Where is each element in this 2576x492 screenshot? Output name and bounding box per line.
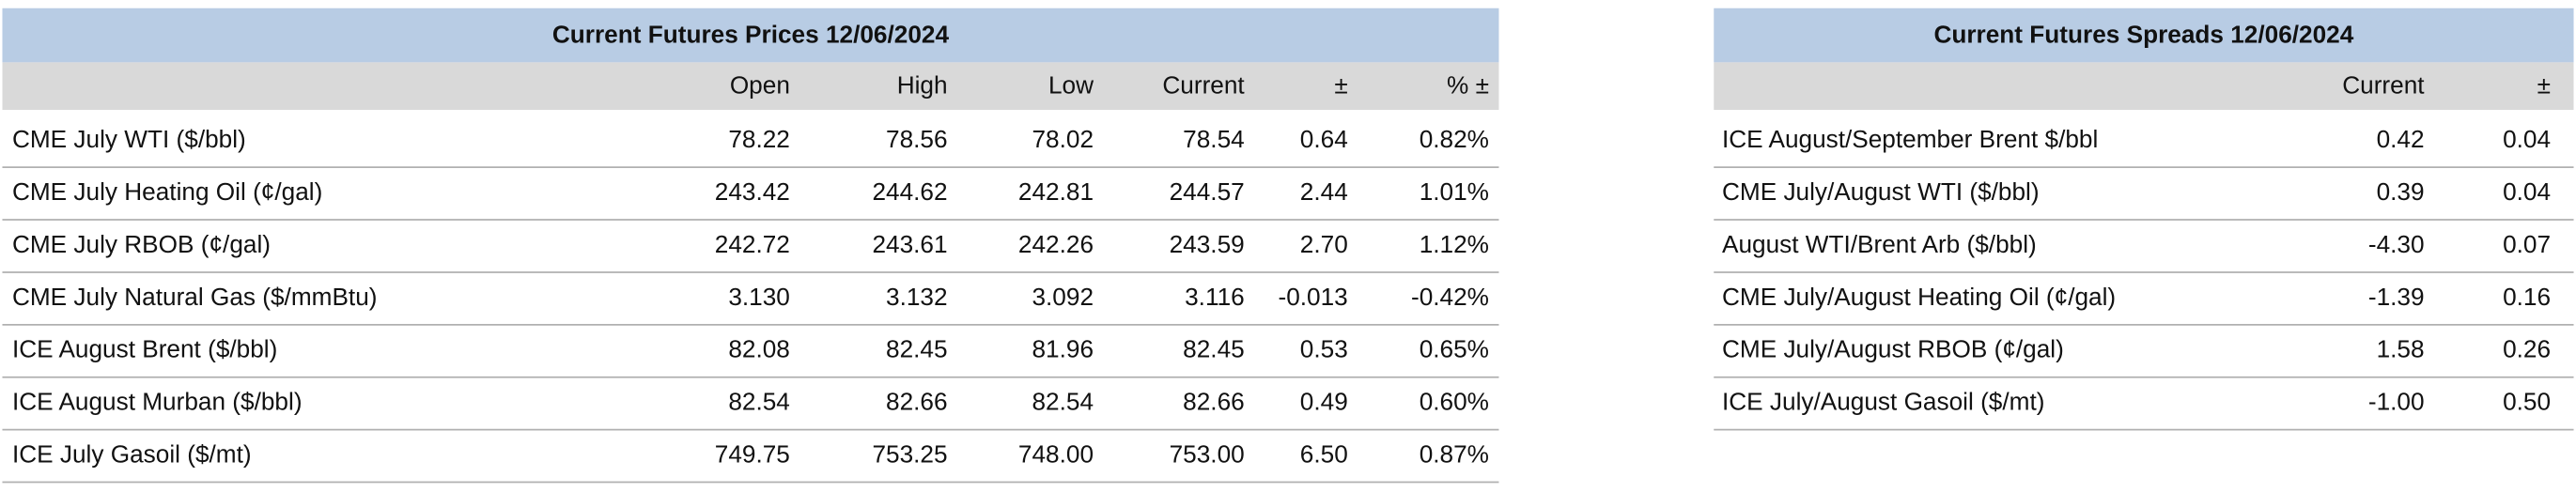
cell-value: 0.64 — [1300, 125, 1348, 153]
cell-value: 82.45 — [886, 335, 948, 363]
cell-value: 82.45 — [1183, 335, 1245, 363]
cell-value: 78.56 — [886, 125, 948, 153]
cell-value: 2.70 — [1300, 230, 1348, 258]
cell-value: 82.54 — [1032, 388, 1094, 416]
row-label: ICE August Murban ($/bbl) — [12, 388, 303, 416]
cell-value: 753.25 — [872, 439, 947, 468]
cell-value: 81.96 — [1032, 335, 1094, 363]
cell-value: 1.58 — [2377, 335, 2425, 363]
row-label: ICE July Gasoil ($/mt) — [12, 439, 252, 468]
column-header: ± — [1334, 70, 1347, 99]
cell-value: 0.39 — [2377, 177, 2425, 206]
cell-value: 0.49 — [1300, 388, 1348, 416]
cell-value: 3.132 — [886, 283, 948, 311]
prices-header-bar — [2, 62, 1499, 111]
cell-value: 749.75 — [715, 439, 790, 468]
cell-value: 0.04 — [2503, 125, 2551, 153]
column-header: Low — [1048, 70, 1094, 99]
cell-value: 0.60% — [1420, 388, 1489, 416]
spreads-title: Current Futures Spreads 12/06/2024 — [1933, 20, 2353, 48]
cell-value: 82.54 — [728, 388, 790, 416]
cell-value: 242.72 — [715, 230, 790, 258]
cell-value: 0.16 — [2503, 283, 2551, 311]
cell-value: 1.01% — [1420, 177, 1489, 206]
row-label: CME July Heating Oil (¢/gal) — [12, 177, 322, 206]
cell-value: 3.092 — [1032, 283, 1094, 311]
cell-value: 0.04 — [2503, 177, 2551, 206]
cell-value: 2.44 — [1300, 177, 1348, 206]
cell-value: 242.81 — [1018, 177, 1094, 206]
cell-value: 6.50 — [1300, 439, 1348, 468]
prices-title: Current Futures Prices 12/06/2024 — [552, 20, 950, 48]
cell-value: 1.12% — [1420, 230, 1489, 258]
row-label: CME July WTI ($/bbl) — [12, 125, 246, 153]
cell-value: 78.54 — [1183, 125, 1245, 153]
cell-value: -4.30 — [2368, 230, 2425, 258]
cell-value: 753.00 — [1170, 439, 1245, 468]
row-label: ICE August/September Brent $/bbl — [1722, 125, 2098, 153]
cell-value: 0.07 — [2503, 230, 2551, 258]
cell-value: 0.53 — [1300, 335, 1348, 363]
column-header: Current — [2342, 70, 2425, 99]
cell-value: -0.42% — [1411, 283, 1489, 311]
cell-value: 82.08 — [728, 335, 790, 363]
spreads-title-bar — [1714, 8, 2574, 63]
column-header: % ± — [1447, 70, 1489, 99]
cell-value: 0.82% — [1420, 125, 1489, 153]
row-label: ICE August Brent ($/bbl) — [12, 335, 277, 363]
row-label: ICE July/August Gasoil ($/mt) — [1722, 388, 2044, 416]
column-header: Current — [1162, 70, 1245, 99]
column-header: High — [897, 70, 948, 99]
row-label: CME July/August Heating Oil (¢/gal) — [1722, 283, 2116, 311]
cell-value: 244.57 — [1170, 177, 1245, 206]
cell-value: 0.87% — [1420, 439, 1489, 468]
cell-value: 242.26 — [1018, 230, 1094, 258]
cell-value: 82.66 — [1183, 388, 1245, 416]
prices-title-bar — [2, 8, 1499, 63]
column-header: ± — [2537, 70, 2551, 99]
cell-value: 0.65% — [1420, 335, 1489, 363]
cell-value: 78.22 — [728, 125, 790, 153]
cell-value: 748.00 — [1018, 439, 1094, 468]
cell-value: 78.02 — [1032, 125, 1094, 153]
cell-value: -1.39 — [2368, 283, 2425, 311]
cell-value: 3.130 — [728, 283, 790, 311]
cell-value: 243.61 — [872, 230, 947, 258]
cell-value: 244.62 — [872, 177, 947, 206]
cell-value: -0.013 — [1278, 283, 1347, 311]
row-label: CME July RBOB (¢/gal) — [12, 230, 271, 258]
row-label: CME July/August WTI ($/bbl) — [1722, 177, 2040, 206]
cell-value: 0.42 — [2377, 125, 2425, 153]
cell-value: -1.00 — [2368, 388, 2425, 416]
cell-value: 0.26 — [2503, 335, 2551, 363]
cell-value: 82.66 — [886, 388, 948, 416]
spreads-header-bar — [1714, 62, 2574, 111]
cell-value: 243.59 — [1170, 230, 1245, 258]
row-label: August WTI/Brent Arb ($/bbl) — [1722, 230, 2037, 258]
row-label: CME July Natural Gas ($/mmBtu) — [12, 283, 378, 311]
column-header: Open — [730, 70, 790, 99]
cell-value: 243.42 — [715, 177, 790, 206]
cell-value: 3.116 — [1185, 283, 1245, 311]
cell-value: 0.50 — [2503, 388, 2551, 416]
row-label: CME July/August RBOB (¢/gal) — [1722, 335, 2064, 363]
